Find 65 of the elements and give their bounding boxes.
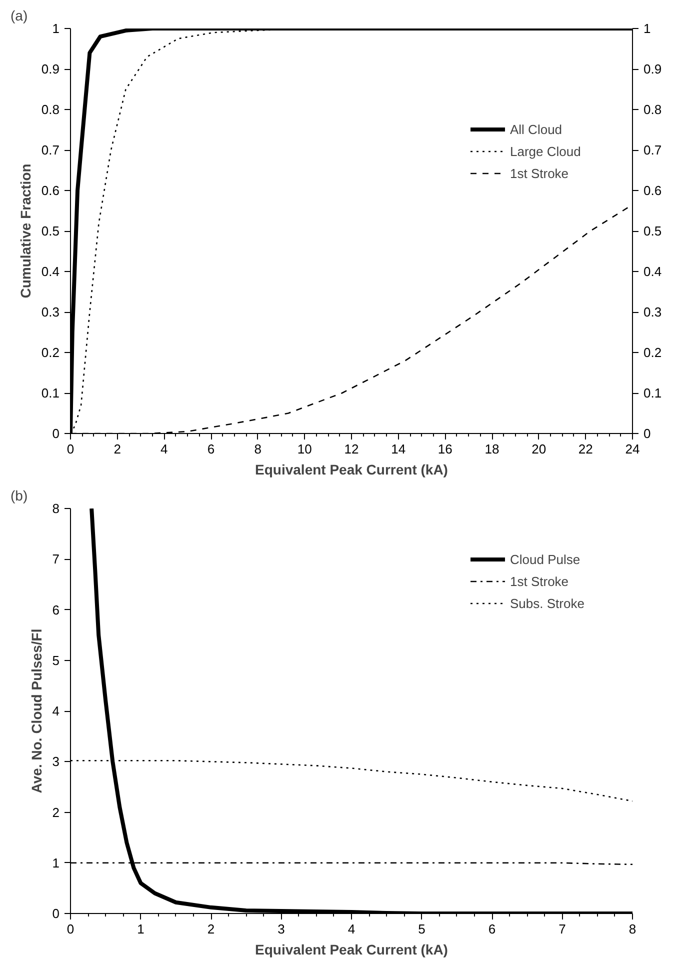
x-tick-label: 7	[558, 922, 566, 936]
x-tick-label: 3	[278, 922, 285, 936]
y-tick-label: 8	[52, 501, 60, 516]
x-tick-label: 18	[484, 442, 500, 456]
x-tick-label: 8	[254, 442, 262, 456]
y-tick-label: 2	[52, 804, 60, 820]
y-tick-label: 0.1	[41, 386, 60, 400]
legend-label: Cloud Pulse	[510, 552, 580, 566]
legend-label: Subs. Stroke	[510, 596, 584, 610]
x-tick-label: 4	[160, 442, 168, 456]
y2-tick-label: 1	[644, 21, 651, 36]
x-tick-label: 20	[532, 442, 546, 456]
y2-tick-label: 0.3	[644, 304, 662, 320]
y-tick-label: 4	[52, 704, 60, 718]
y-tick-label: 0	[52, 906, 60, 921]
y2-tick-label: 0.9	[644, 62, 662, 76]
y-tick-label: 5	[52, 652, 60, 668]
y2-tick-label: 0.7	[644, 142, 662, 158]
y2-tick-label: 0.5	[644, 224, 662, 238]
y-tick-label: 0.5	[41, 224, 60, 238]
legend-label: Large Cloud	[510, 144, 581, 158]
y2-tick-label: 0.4	[644, 264, 662, 279]
x-tick-label: 2	[114, 442, 121, 456]
x-tick-label: 14	[391, 442, 406, 456]
y2-tick-label: 0.1	[644, 386, 662, 400]
x-tick-label: 5	[418, 922, 426, 936]
y-tick-label: 0.6	[41, 183, 60, 198]
y-tick-label: 0.9	[41, 62, 60, 76]
x-tick-label: 1	[137, 922, 144, 936]
y2-tick-label: 0.6	[644, 183, 662, 198]
x-tick-label: 22	[578, 442, 593, 456]
x-tick-label: 6	[207, 442, 215, 456]
x-tick-label: 2	[207, 922, 215, 936]
text: (a)	[10, 8, 28, 24]
y2-tick-label: 0.2	[644, 345, 662, 360]
y-tick-label: 0.7	[41, 142, 60, 158]
x-axis-title: Equivalent Peak Current (kA)	[255, 462, 448, 478]
x-tick-label: 6	[488, 922, 496, 936]
x-tick-label: 24	[625, 442, 640, 456]
y-tick-label: 0	[52, 426, 60, 441]
y-tick-label: 1	[52, 21, 60, 36]
legend-label: 1st Stroke	[510, 166, 569, 180]
x-tick-label: 4	[348, 922, 356, 936]
y-tick-label: 0.2	[41, 345, 60, 360]
y-axis-title: Cumulative Fraction	[17, 164, 34, 298]
y-tick-label: 1	[52, 855, 60, 870]
y-tick-label: 7	[52, 552, 60, 567]
y-tick-label: 6	[52, 602, 60, 618]
x-tick-label: 0	[66, 922, 74, 936]
text: (b)	[10, 488, 28, 504]
x-tick-label: 16	[438, 442, 452, 456]
x-tick-label: 12	[344, 442, 359, 456]
y-tick-label: 3	[52, 754, 60, 770]
y-tick-label: 0.3	[41, 304, 60, 320]
y-tick-label: 0.4	[41, 264, 60, 279]
x-axis-title: Equivalent Peak Current (kA)	[255, 942, 448, 958]
y2-tick-label: 0	[644, 426, 651, 441]
y-axis-title: Ave. No. Cloud Pulses/Fl	[28, 628, 44, 794]
y2-tick-label: 0.8	[644, 102, 662, 117]
legend-label: All Cloud	[510, 122, 562, 136]
x-tick-label: 10	[297, 442, 312, 456]
x-tick-label: 8	[628, 922, 636, 936]
y-tick-label: 0.8	[41, 102, 60, 117]
x-tick-label: 0	[66, 442, 74, 456]
legend-label: 1st Stroke	[510, 574, 569, 588]
